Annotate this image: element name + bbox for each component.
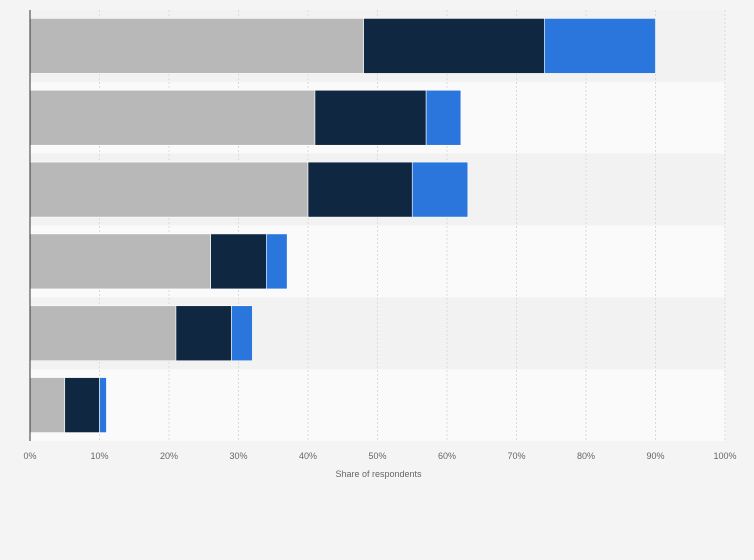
bar-segment	[29, 18, 364, 74]
x-tick-label: 20%	[160, 451, 178, 461]
bar-segment	[29, 89, 316, 146]
bars	[29, 18, 656, 433]
x-tick-label: 100%	[713, 451, 736, 461]
bar-segment	[265, 233, 288, 290]
x-tick-label: 10%	[90, 451, 108, 461]
bar-segment	[231, 305, 253, 362]
x-tick-label: 90%	[646, 451, 664, 461]
bar-segment	[411, 161, 469, 218]
x-tick-labels: 0% 10% 20% 30% 40% 50% 60% 70% 80% 90% 100%	[23, 451, 736, 461]
bar-segment	[210, 233, 267, 290]
bar-segment	[29, 233, 211, 290]
bar-segment	[175, 305, 232, 362]
bar-segment	[307, 161, 413, 218]
x-tick-label: 50%	[368, 451, 386, 461]
x-tick-label: 60%	[438, 451, 456, 461]
x-tick-label: 0%	[23, 451, 36, 461]
bar-segment	[64, 377, 100, 433]
bar-segment	[29, 161, 309, 218]
x-axis-title: Share of respondents	[335, 469, 422, 479]
bar-segment	[363, 18, 545, 74]
x-tick-label: 80%	[577, 451, 595, 461]
row-band	[30, 369, 725, 441]
x-tick-label: 70%	[507, 451, 525, 461]
bar-segment	[314, 89, 427, 146]
bar-segment	[29, 305, 177, 362]
bar-segment	[543, 18, 656, 74]
bar-segment	[29, 377, 66, 433]
x-tick-label: 30%	[229, 451, 247, 461]
bar-segment	[425, 89, 462, 146]
x-tick-label: 40%	[299, 451, 317, 461]
bar-segment	[99, 377, 107, 433]
